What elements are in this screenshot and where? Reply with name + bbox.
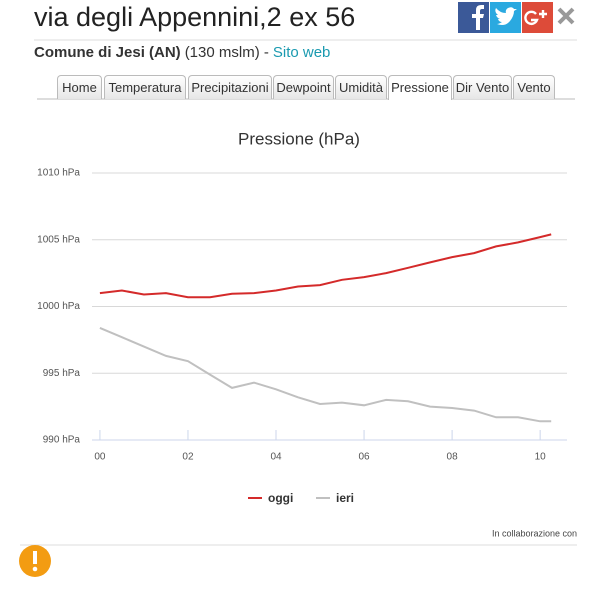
- x-tick-label: 04: [270, 452, 282, 463]
- close-button[interactable]: [557, 7, 575, 25]
- googleplus-icon[interactable]: [522, 2, 553, 33]
- page-title: via degli Appennini,2 ex 56: [34, 2, 356, 32]
- warning-icon[interactable]: [19, 545, 51, 577]
- website-link[interactable]: Sito web: [272, 44, 331, 61]
- x-tick-label: 00: [94, 452, 106, 463]
- tab[interactable]: Vento: [513, 75, 555, 99]
- subtitle: Comune di Jesi (AN) (130 mslm) - Sito web: [34, 44, 330, 61]
- legend-label: oggi: [268, 491, 293, 505]
- altitude: (130 mslm) -: [184, 44, 269, 61]
- line-series: [99, 233, 552, 299]
- tab[interactable]: Precipitazioni: [188, 75, 272, 99]
- y-tick-label: 990 hPa: [43, 435, 81, 446]
- x-tick-label: 10: [535, 452, 547, 463]
- y-tick-label: 1000 hPa: [37, 301, 80, 312]
- facebook-icon[interactable]: [458, 2, 489, 33]
- tab[interactable]: Pressione: [388, 75, 452, 100]
- tab[interactable]: Home: [57, 75, 102, 99]
- y-tick-label: 995 hPa: [43, 368, 81, 379]
- y-tick-label: 1010 hPa: [37, 168, 80, 179]
- x-tick-label: 08: [447, 452, 459, 463]
- legend-label: ieri: [336, 491, 354, 505]
- x-tick-label: 02: [182, 452, 194, 463]
- credit: In collaborazione con: [492, 528, 577, 538]
- y-tick-label: 1005 hPa: [37, 234, 80, 245]
- x-tick-label: 06: [358, 452, 370, 463]
- tab[interactable]: Dewpoint: [273, 75, 334, 99]
- tab[interactable]: Temperatura: [104, 75, 186, 99]
- line-series: [99, 326, 552, 423]
- tab[interactable]: Umidità: [335, 75, 387, 99]
- twitter-icon[interactable]: [490, 2, 521, 33]
- place: Comune di Jesi (AN): [34, 44, 181, 61]
- chart-title: Pressione (hPa): [238, 129, 360, 148]
- tab[interactable]: Dir Vento: [453, 75, 512, 99]
